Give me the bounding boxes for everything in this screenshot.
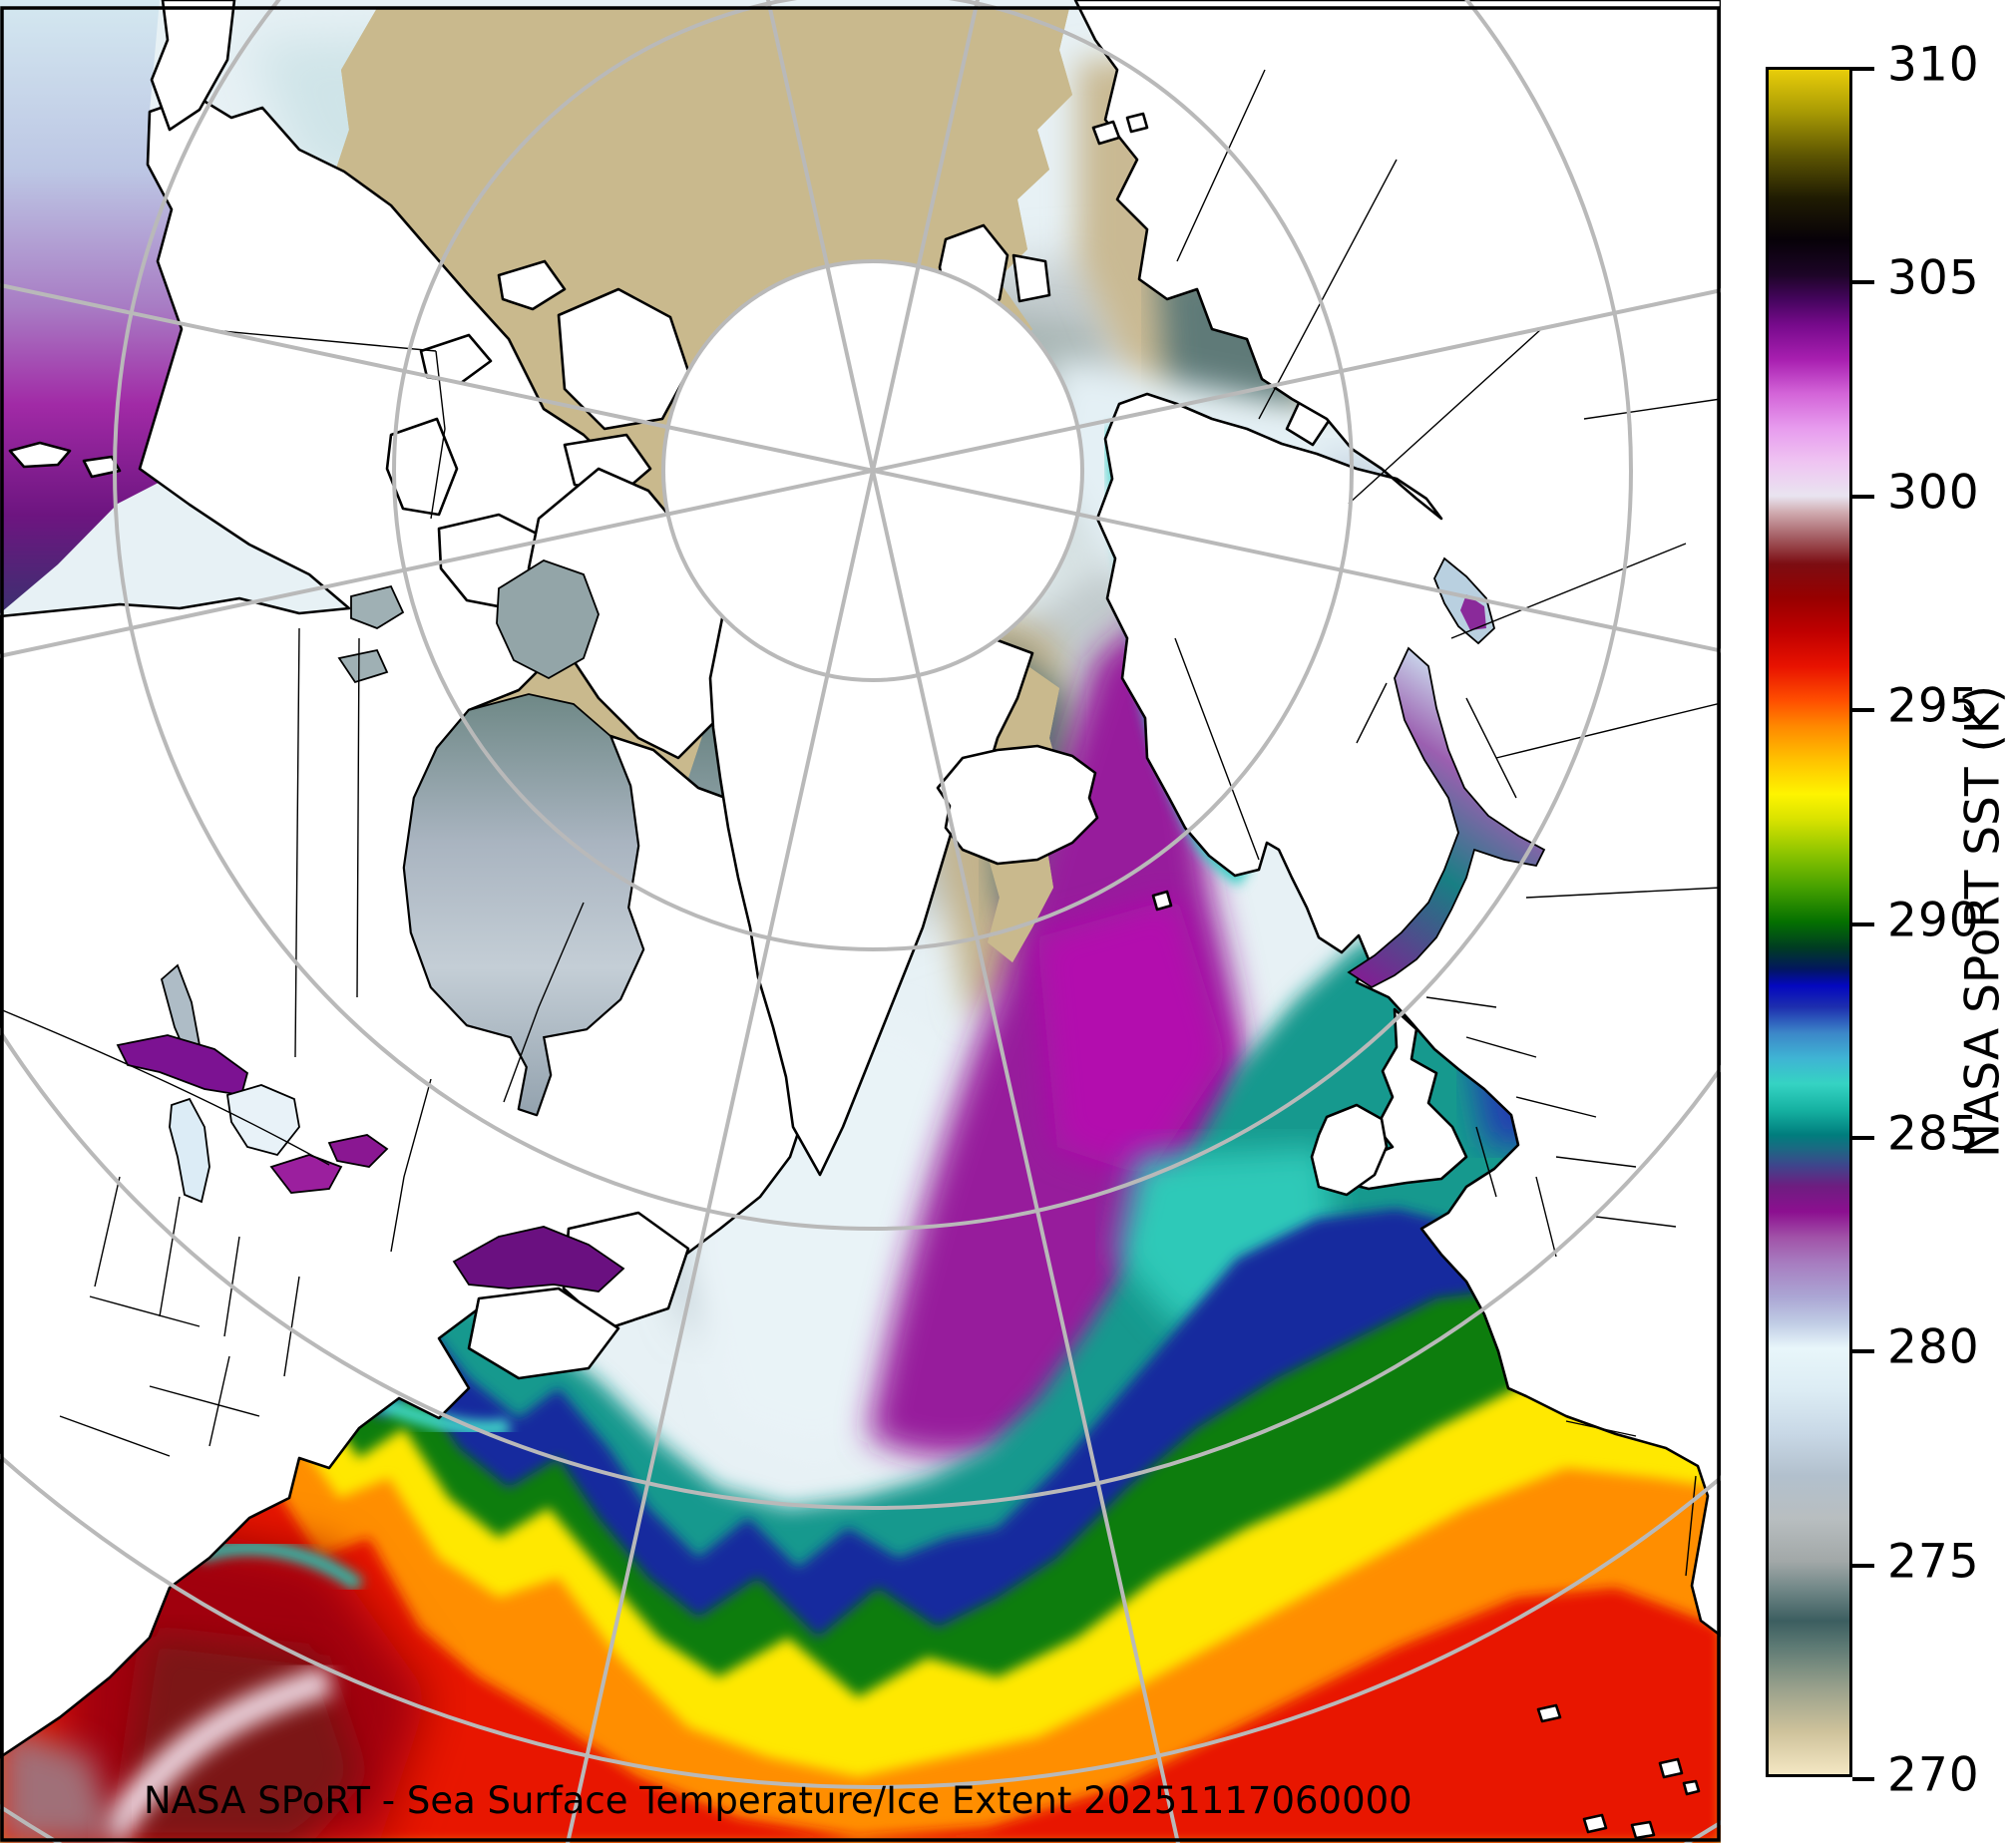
land-nova-scotia bbox=[467, 1287, 620, 1380]
colorbar-tick bbox=[1852, 280, 1874, 285]
land-eurasia bbox=[1073, 0, 1721, 1638]
colorbar-tick-label: 285 bbox=[1887, 1106, 1980, 1162]
lake-michigan bbox=[169, 1097, 210, 1204]
lake-erie bbox=[269, 1154, 343, 1194]
land-newfoundland bbox=[562, 1211, 690, 1330]
colorbar-tick bbox=[1852, 1563, 1874, 1568]
map-annotation: NASA SPoRT - Sea Surface Temperature/Ice… bbox=[144, 1779, 1412, 1822]
gulf-of-st-lawrence bbox=[452, 1226, 625, 1292]
colorbar-tick bbox=[1852, 1349, 1874, 1354]
colorbar-tick bbox=[1852, 494, 1874, 499]
colorbar-tick-label: 305 bbox=[1887, 250, 1980, 306]
lake-huron bbox=[225, 1084, 300, 1157]
land-faroe bbox=[1151, 890, 1173, 912]
colorbar-tick bbox=[1852, 67, 1874, 71]
colorbar-tick bbox=[1852, 1777, 1874, 1781]
colorbar-tick-label: 270 bbox=[1887, 1747, 1980, 1803]
foxe-basin bbox=[496, 559, 600, 680]
land-franz-josef bbox=[1091, 112, 1149, 146]
colorbar-tick-label: 300 bbox=[1887, 465, 1980, 521]
land-banks-island bbox=[385, 417, 459, 517]
land-iceland bbox=[936, 744, 1099, 866]
colorbar-tick-label: 280 bbox=[1887, 1319, 1980, 1375]
hudson-bay bbox=[403, 693, 644, 1117]
land-great-britain bbox=[1351, 1007, 1468, 1191]
land-parry-islands bbox=[419, 259, 567, 385]
colorbar-tick bbox=[1852, 708, 1874, 713]
colorbar-tick-label: 310 bbox=[1887, 37, 1980, 93]
pink-warm-filament-300K bbox=[97, 1665, 334, 1843]
lake-ontario bbox=[327, 1134, 389, 1168]
inland-waters bbox=[116, 556, 1546, 1292]
polar-sst-map bbox=[0, 0, 1721, 1843]
colorbar-tick-label: 275 bbox=[1887, 1533, 1980, 1589]
colorbar-tick bbox=[1852, 922, 1874, 926]
land-aleutians bbox=[8, 441, 122, 479]
magenta-core bbox=[1037, 898, 1227, 1177]
map-frame bbox=[0, 6, 1721, 1842]
baltic-sea bbox=[1347, 646, 1546, 989]
colorbar-title: NASA SPoRT SST (K) bbox=[1955, 684, 2011, 1159]
rose-gray-water bbox=[0, 1725, 120, 1843]
map-area bbox=[0, 0, 1721, 1843]
great-slave-lake bbox=[337, 648, 389, 684]
great-bear-lake bbox=[350, 584, 405, 629]
colorbar-tick-label: 290 bbox=[1887, 892, 1980, 947]
colorbar-tick-label: 295 bbox=[1887, 678, 1980, 734]
coastal-cyan-filament bbox=[197, 1540, 364, 1592]
colorbar-tick bbox=[1852, 1135, 1874, 1140]
land-small-islands bbox=[1536, 1703, 1701, 1840]
landmasses bbox=[0, 0, 1721, 1840]
land-chukotka bbox=[150, 0, 236, 132]
white-sea-purple-patch bbox=[1460, 594, 1486, 630]
sst-colorbar bbox=[1766, 67, 1852, 1777]
graticule bbox=[0, 0, 1721, 1843]
meridians bbox=[0, 0, 1721, 1843]
land-ellesmere-island bbox=[557, 287, 690, 431]
land-ireland bbox=[1310, 1103, 1389, 1197]
red-band-296K bbox=[0, 1338, 1721, 1843]
